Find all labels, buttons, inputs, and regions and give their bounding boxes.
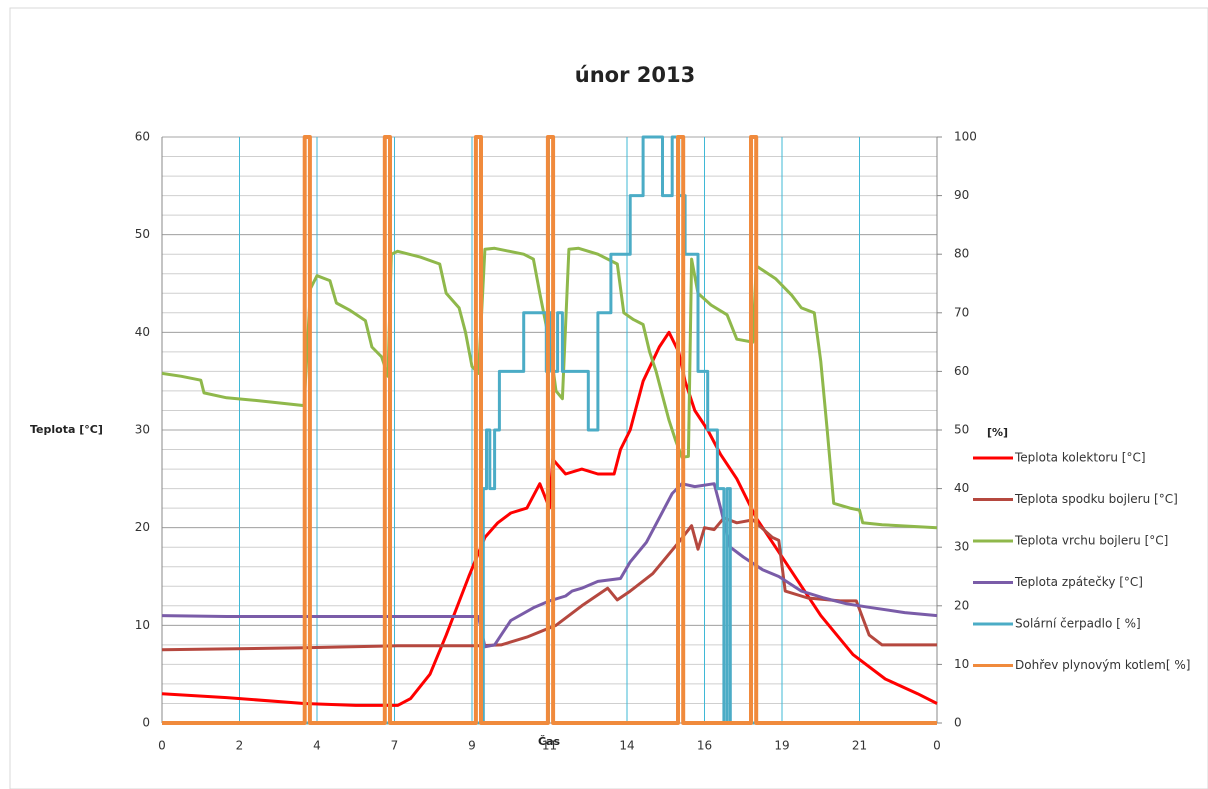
y2-tick-label: 0 (954, 716, 962, 730)
series-line (162, 135, 937, 725)
y2-tick-label: 80 (954, 247, 969, 261)
legend-label: Dohřev plynovým kotlem[ %] (1015, 658, 1190, 672)
legend-label: Teplota zpátečky [°C] (1014, 575, 1143, 589)
legend-label: Teplota kolektoru [°C] (1014, 451, 1146, 465)
y2-tick-label: 40 (954, 481, 969, 495)
x-tick-label: 14 (619, 739, 634, 753)
x-tick-label: 9 (468, 739, 476, 753)
y2-tick-label: 60 (954, 364, 969, 378)
y2-tick-label: 10 (954, 657, 969, 671)
y2-tick-label: 30 (954, 540, 969, 554)
x-tick-label: 16 (697, 739, 712, 753)
y-tick-label: 50 (135, 227, 150, 241)
y-tick-label: 20 (135, 520, 150, 534)
x-axis-label: Čas (538, 735, 560, 748)
x-tick-label: 21 (852, 739, 867, 753)
legend-label: Teplota spodku bojleru [°C] (1014, 492, 1178, 506)
y2-tick-label: 70 (954, 305, 969, 319)
y-tick-label: 0 (142, 716, 150, 730)
y-tick-label: 60 (135, 130, 150, 144)
legend-label: Solární čerpadlo [ %] (1015, 617, 1141, 631)
chart-title: únor 2013 (575, 63, 695, 87)
legend-label: Teplota vrchu bojleru [°C] (1014, 534, 1168, 548)
y2-tick-label: 90 (954, 188, 969, 202)
y2-tick-label: 20 (954, 598, 969, 612)
series-line (161, 482, 938, 649)
x-tick-label: 4 (313, 739, 321, 753)
y-tick-label: 10 (135, 618, 150, 632)
series-line (162, 135, 937, 725)
x-tick-label: 0 (158, 739, 166, 753)
y-tick-label: 40 (135, 325, 150, 339)
y-tick-label: 30 (135, 423, 150, 437)
y-axis-label: Teplota [°C] (30, 423, 103, 436)
x-tick-label: 7 (391, 739, 399, 753)
y2-tick-label: 50 (954, 423, 969, 437)
chart-frame (9, 7, 1208, 789)
x-tick-label: 19 (774, 739, 789, 753)
x-tick-label: 11 (542, 739, 557, 753)
x-tick-label: 0 (933, 739, 941, 753)
series-line (161, 516, 937, 652)
x-tick-label: 2 (236, 739, 244, 753)
series-line (161, 246, 938, 530)
y2-axis-label: [%] (987, 426, 1008, 439)
y2-tick-label: 100 (954, 130, 977, 144)
